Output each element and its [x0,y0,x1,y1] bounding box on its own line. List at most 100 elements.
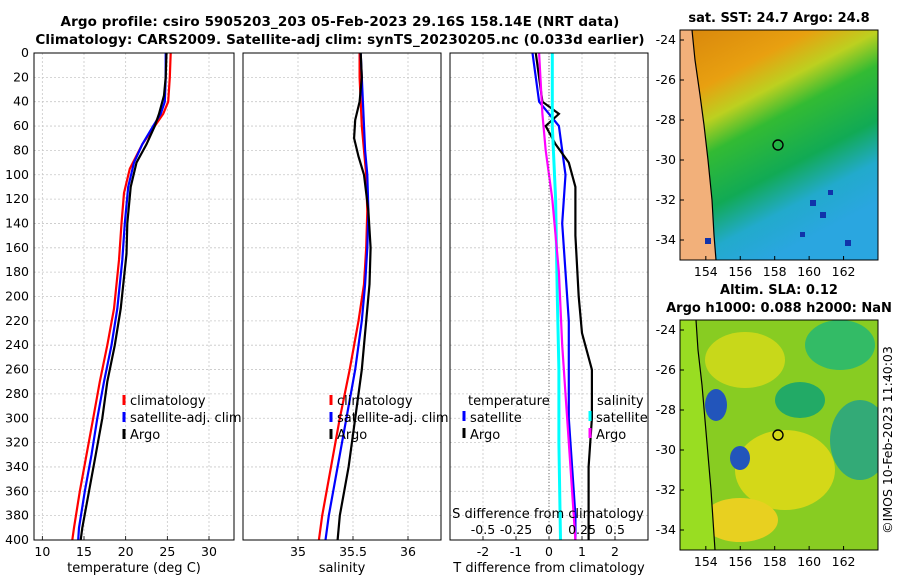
map-y-tick-label: -32 [656,482,676,497]
sla-blob [702,498,778,542]
y-tick-label: 180 [5,264,29,279]
sla-map-frame [679,319,879,551]
x-tick-label: 36 [400,544,416,559]
panel-frame-temperature [33,52,235,541]
map-y-tick-label: -24 [656,322,676,337]
sst-cold-pixel [800,232,805,237]
map-x-tick-label: 160 [797,264,821,279]
top-x-tick-label: -0.5 [471,522,495,537]
figure-title-line1: Argo profile: csiro 5905203_203 05-Feb-2… [60,14,620,30]
map-x-tick-label: 160 [797,554,821,569]
x-tick-label: 2 [611,544,619,559]
legend-label: Argo [596,428,626,443]
top-x-tick-label: 0 [545,522,553,537]
y-tick-label: 300 [5,410,29,425]
y-tick-label: 60 [13,118,29,133]
x-tick-label: 25 [159,544,175,559]
y-tick-label: 20 [13,69,29,84]
sst-coastline [691,30,717,260]
legend-title-salinity: salinity [597,394,644,409]
map-x-tick-label: 154 [694,554,718,569]
y-tick-label: 40 [13,94,29,109]
sla-coastline [695,320,716,550]
legend-title-temperature: temperature [468,394,550,409]
legend-label: satellite [470,411,522,426]
map-x-tick-label: 162 [832,264,856,279]
map-y-tick-label: -30 [656,442,676,457]
sla-map [680,320,878,550]
map-y-tick-label: -24 [656,32,676,47]
x-tick-label: 10 [34,544,50,559]
series-line-argo [336,52,372,541]
x-axis-label: salinity [319,561,366,576]
y-tick-label: 200 [5,289,29,304]
series-line-argo [79,52,168,541]
map-x-tick-label: 158 [763,264,787,279]
y-tick-label: 220 [5,313,29,328]
legend-label: climatology [337,394,413,409]
sla-blob [775,382,825,418]
sla-blob [735,430,835,510]
x-tick-label: 0 [545,544,553,559]
x-axis-label: temperature (deg C) [67,561,201,576]
x-tick-label: 15 [76,544,92,559]
y-tick-label: 320 [5,435,29,450]
x-tick-label: 35 [290,544,306,559]
sst-cold-pixel [820,212,826,218]
sst-map-title: sat. SST: 24.7 Argo: 24.8 [688,11,869,26]
y-tick-label: 140 [5,215,29,230]
y-tick-label: 100 [5,167,29,182]
imos-credit: ©IMOS 10-Feb-2023 11:40:03 [880,346,895,534]
y-tick-label: 380 [5,508,29,523]
sla-map-title-line2: Argo h1000: 0.088 h2000: NaN [666,301,892,316]
legend-label: Argo [470,428,500,443]
y-tick-label: 240 [5,337,29,352]
sla-low [705,389,727,421]
y-tick-label: 80 [13,142,29,157]
y-tick-label: 280 [5,386,29,401]
top-axis-label: S difference from climatology [452,507,644,522]
series-line-temperature-satellite [531,52,577,540]
legend-label: Argo [337,428,367,443]
x-tick-label: 20 [118,544,134,559]
sla-blob [805,320,875,370]
map-y-tick-label: -34 [656,232,676,247]
series-line-climatology [71,52,172,541]
x-tick-label: 30 [201,544,217,559]
panel-frame-salinity [242,52,442,541]
map-x-tick-label: 156 [728,554,752,569]
x-tick-label: -1 [510,544,522,559]
y-tick-label: 260 [5,362,29,377]
sst-map [680,30,878,260]
map-x-tick-label: 158 [763,554,787,569]
top-x-tick-label: 0.25 [568,522,596,537]
sst-land [680,30,716,260]
x-tick-label: 1 [578,544,586,559]
top-x-tick-label: -0.25 [500,522,532,537]
sla-argo-marker [772,429,784,441]
series-line-satellite-adj-clim [324,52,370,541]
sla-map-title-line1: Altim. SLA: 0.12 [720,283,838,298]
series-line-salinity-argo [538,52,577,541]
sla-blob [830,400,878,480]
x-tick-label: -2 [477,544,489,559]
y-tick-label: 0 [21,45,29,60]
map-x-tick-label: 154 [694,264,718,279]
y-tick-label: 120 [5,191,29,206]
map-y-tick-label: -26 [656,362,676,377]
top-x-tick-label: 0.5 [605,522,625,537]
map-y-tick-label: -34 [656,522,676,537]
sst-argo-marker [772,139,784,151]
y-tick-label: 360 [5,483,29,498]
sst-cold-pixel [828,190,833,195]
map-y-tick-label: -30 [656,152,676,167]
series-line-temperature-difference [550,53,562,541]
map-y-tick-label: -28 [656,112,676,127]
y-tick-label: 340 [5,459,29,474]
sst-cold-pixel [810,200,816,206]
legend-label: satellite-adj. clim [130,411,242,426]
sla-land [680,320,715,550]
map-x-tick-label: 162 [832,554,856,569]
legend-label: climatology [130,394,206,409]
